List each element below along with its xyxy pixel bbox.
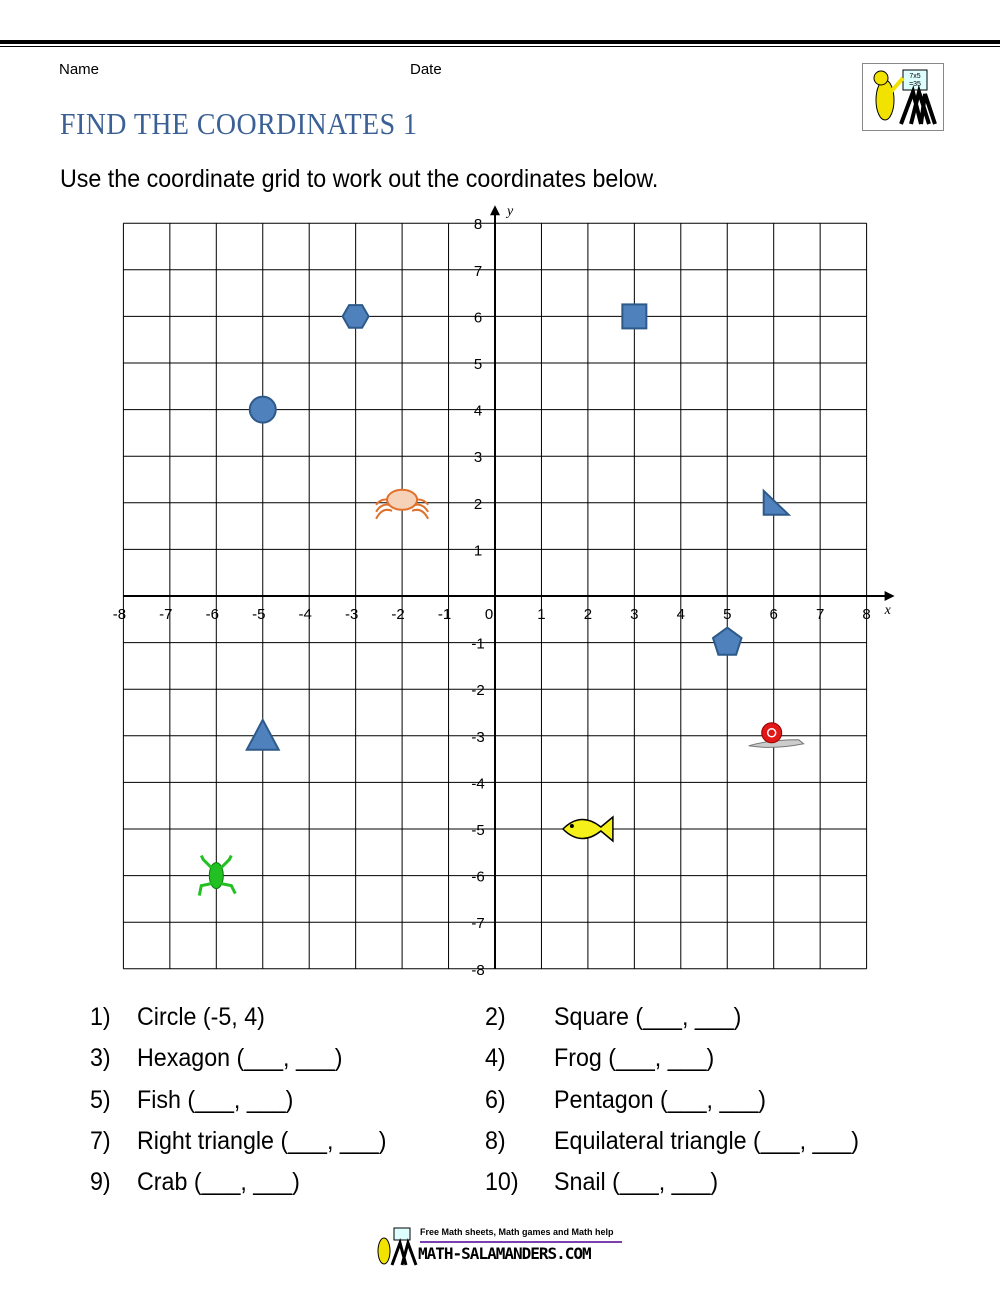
x-axis-label: x xyxy=(884,603,892,618)
question-text[interactable]: Crab (___, ___) xyxy=(137,1168,300,1197)
fish-body xyxy=(561,815,614,843)
x-tick-label: 7 xyxy=(816,606,824,623)
date-label: Date xyxy=(410,61,442,78)
x-axis-arrow-icon xyxy=(884,591,895,601)
page-title: FIND THE COORDINATES 1 xyxy=(60,106,418,141)
question-text[interactable]: Circle (-5, 4) xyxy=(137,1003,265,1031)
question-text[interactable]: Snail (___, ___) xyxy=(554,1168,719,1197)
question-text[interactable]: Square (___, ___) xyxy=(554,1003,742,1031)
question-number: 5) xyxy=(90,1085,111,1114)
square-marker xyxy=(621,303,648,330)
y-tick-label: -5 xyxy=(471,822,484,839)
y-tick-label: 8 xyxy=(474,216,482,233)
snail-icon xyxy=(748,722,805,748)
question-number: 7) xyxy=(90,1126,111,1155)
frog-icon xyxy=(197,854,237,896)
question-number: 2) xyxy=(485,1003,506,1031)
question-number: 8) xyxy=(485,1126,506,1155)
x-tick-label: 1 xyxy=(537,606,545,623)
frog-body xyxy=(208,862,224,890)
salamander-logo: 7x5 =35 xyxy=(862,63,944,131)
y-tick-label: -4 xyxy=(471,775,484,792)
question-number: 6) xyxy=(485,1085,506,1114)
name-label: Name xyxy=(59,61,100,78)
question-text[interactable]: Hexagon (___, ___) xyxy=(137,1044,343,1073)
footer-tagline: Free Math sheets, Math games and Math he… xyxy=(420,1227,614,1237)
question-text[interactable]: Right triangle (___, ___) xyxy=(137,1126,387,1155)
x-tick-label: -7 xyxy=(159,606,172,623)
x-tick-label: -4 xyxy=(299,606,312,623)
y-tick-label: 7 xyxy=(474,263,482,280)
y-tick-label: 4 xyxy=(474,403,482,420)
y-tick-label: 2 xyxy=(474,496,482,513)
y-tick-label: 5 xyxy=(474,356,482,373)
footer-site[interactable]: MATH-SALAMANDERS.COM xyxy=(418,1244,592,1263)
question-text[interactable]: Pentagon (___, ___) xyxy=(554,1085,767,1114)
crab-leg xyxy=(411,508,429,520)
crab-icon xyxy=(375,488,429,520)
x-tick-label: 3 xyxy=(630,606,638,623)
y-tick-label: -7 xyxy=(471,915,484,932)
y-tick-label: 1 xyxy=(474,542,482,559)
y-tick-label: -1 xyxy=(471,636,484,653)
circle-marker xyxy=(248,395,277,424)
question-text[interactable]: Fish (___, ___) xyxy=(137,1085,294,1114)
x-tick-label: -6 xyxy=(206,606,219,623)
svg-text:7x5: 7x5 xyxy=(909,73,920,80)
x-tick-label: -8 xyxy=(113,606,126,623)
hexagon-marker xyxy=(341,304,370,329)
snail-shell-spiral xyxy=(766,728,777,738)
y-tick-label: -3 xyxy=(471,729,484,746)
pentagon-marker xyxy=(711,626,743,656)
x-tick-label: -5 xyxy=(252,606,265,623)
question-number: 9) xyxy=(90,1168,111,1197)
frog-legs xyxy=(197,854,237,896)
x-tick-label: 0 xyxy=(485,606,493,623)
x-tick-label: 5 xyxy=(723,606,731,623)
fish-eye xyxy=(569,824,574,828)
snail-shell xyxy=(761,722,783,744)
question-number: 10) xyxy=(485,1168,519,1197)
svg-text:=35: =35 xyxy=(909,81,921,88)
question-text[interactable]: Frog (___, ___) xyxy=(554,1044,715,1073)
x-tick-label: -2 xyxy=(391,606,404,623)
coordinate-grid: xy-8 -7 -6 -5 -4 -3 -2 -1 0 1 2 3 4 5 6 7 887654321-1-2-… xyxy=(113,204,895,979)
footer-logo: Free Math sheets, Math games and Math he… xyxy=(372,1225,628,1267)
y-tick-label: -2 xyxy=(471,682,484,699)
x-tick-label: 6 xyxy=(770,606,778,623)
question-number: 4) xyxy=(485,1044,506,1073)
x-tick-label: -1 xyxy=(438,606,451,623)
instructions: Use the coordinate grid to work out the … xyxy=(60,165,659,193)
y-axis-label: y xyxy=(505,204,514,219)
y-tick-label: -6 xyxy=(471,869,484,886)
x-tick-label: 4 xyxy=(677,606,685,623)
x-tick-label: 2 xyxy=(584,606,592,623)
equilateral-triangle-marker xyxy=(245,717,281,751)
x-tick-label: 8 xyxy=(862,606,870,623)
question-number: 1) xyxy=(90,1003,111,1031)
crab-body xyxy=(386,488,419,511)
right-triangle-marker xyxy=(762,488,792,516)
question-number: 3) xyxy=(90,1044,111,1073)
salamander-footer-icon xyxy=(377,1227,418,1266)
x-tick-label: -3 xyxy=(345,606,358,623)
top-rule-thin xyxy=(0,46,1000,47)
y-tick-label: 6 xyxy=(474,309,482,326)
y-tick-label: -8 xyxy=(471,962,484,979)
y-tick-label: 3 xyxy=(474,449,482,466)
question-text[interactable]: Equilateral triangle (___, ___) xyxy=(554,1126,860,1155)
fish-icon xyxy=(561,815,614,843)
snail-body xyxy=(748,739,805,748)
footer-divider xyxy=(420,1241,622,1243)
crab-leg xyxy=(375,508,393,520)
top-rule xyxy=(0,40,1000,44)
y-axis-arrow-icon xyxy=(490,205,500,216)
